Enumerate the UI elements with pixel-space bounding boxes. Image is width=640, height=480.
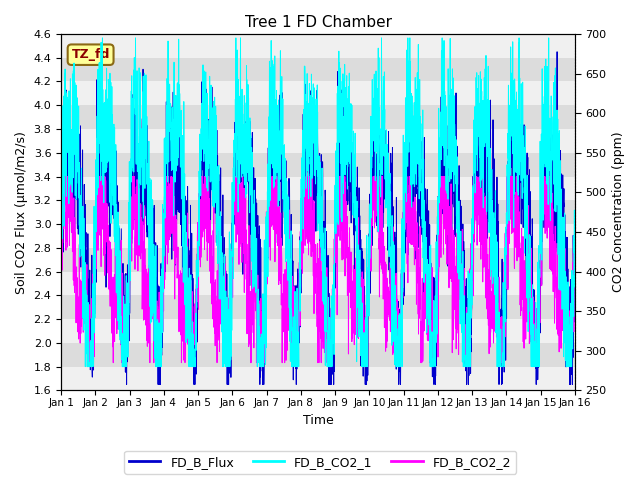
Bar (61, 82, 575, 105)
Bar (61, 129, 575, 153)
Bar (61, 177, 575, 200)
Bar (61, 105, 575, 129)
Bar (61, 248, 575, 272)
Bar (61, 224, 575, 248)
Bar (61, 295, 575, 319)
Bar (61, 272, 575, 295)
Legend: FD_B_Flux, FD_B_CO2_1, FD_B_CO2_2: FD_B_Flux, FD_B_CO2_1, FD_B_CO2_2 (124, 451, 516, 474)
Bar (61, 58, 575, 82)
Bar (61, 200, 575, 224)
Y-axis label: Soil CO2 Flux (μmol/m2/s): Soil CO2 Flux (μmol/m2/s) (15, 131, 28, 294)
Bar (61, 34, 575, 58)
Text: TZ_fd: TZ_fd (72, 48, 110, 61)
X-axis label: Time: Time (303, 414, 333, 427)
Title: Tree 1 FD Chamber: Tree 1 FD Chamber (244, 15, 392, 30)
Bar (61, 367, 575, 390)
Bar (61, 153, 575, 177)
Bar (61, 319, 575, 343)
Y-axis label: CO2 Concentration (ppm): CO2 Concentration (ppm) (612, 132, 625, 292)
Bar (61, 343, 575, 367)
